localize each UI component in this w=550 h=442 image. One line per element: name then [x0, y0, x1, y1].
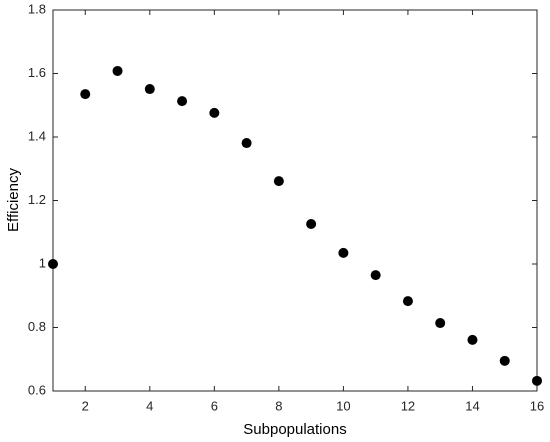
point: [273, 176, 284, 187]
point: [499, 355, 510, 366]
y-axis-title: Efficiency: [5, 168, 22, 232]
point: [338, 247, 349, 258]
x-tick-label: 14: [465, 398, 479, 413]
point: [402, 296, 413, 307]
x-tick-label: 2: [82, 398, 89, 413]
point: [80, 89, 91, 100]
y-tick-label: 1: [39, 255, 46, 270]
point: [209, 107, 220, 118]
point: [177, 96, 188, 107]
point: [467, 334, 478, 345]
point: [48, 259, 58, 269]
x-tick-label: 16: [530, 398, 544, 413]
y-tick-label: 1.6: [28, 65, 46, 80]
y-tick-label: 0.8: [28, 319, 46, 334]
y-tick-label: 1.8: [28, 1, 46, 16]
point: [241, 138, 252, 149]
x-axis-title: Subpopulations: [243, 421, 346, 438]
point: [370, 270, 381, 281]
x-tick-label: 4: [146, 398, 153, 413]
point: [435, 318, 446, 329]
y-tick-label: 0.6: [28, 382, 46, 397]
point: [532, 375, 542, 386]
x-tick-label: 8: [275, 398, 282, 413]
point: [306, 218, 317, 229]
x-tick-label: 10: [336, 398, 350, 413]
plot-frame: [52, 9, 538, 392]
point: [144, 84, 155, 95]
point: [112, 65, 123, 76]
x-tick-label: 12: [401, 398, 415, 413]
x-tick-label: 6: [211, 398, 218, 413]
y-tick-label: 1.4: [28, 128, 46, 143]
y-tick-label: 1.2: [28, 192, 46, 207]
